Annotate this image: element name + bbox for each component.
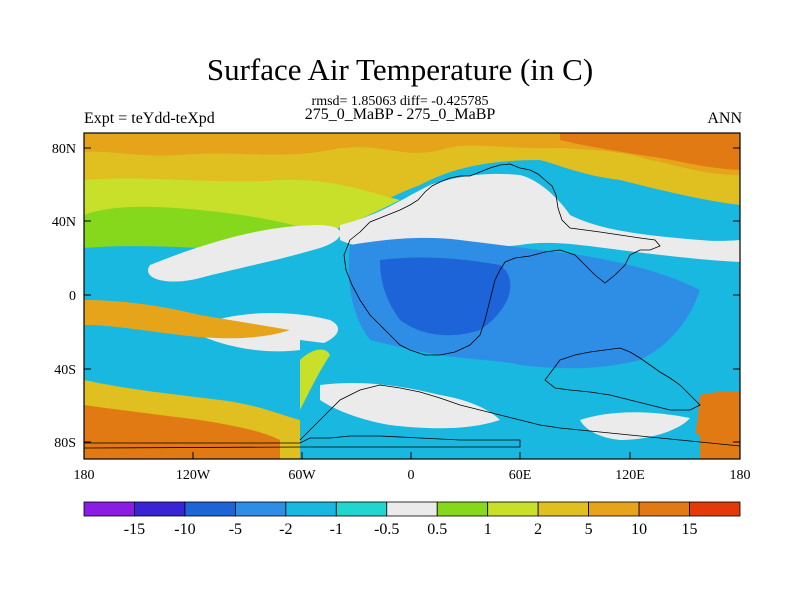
- colorbar-label: -1: [330, 521, 343, 538]
- field-continent-dark: [380, 257, 511, 336]
- colorbar-swatch: [285, 501, 337, 517]
- colorbar-swatch: [234, 501, 287, 517]
- colorbar-label: 2: [534, 521, 542, 538]
- experiment-label: Expt = teYdd-teXpd: [84, 110, 215, 127]
- colorbar-swatch: [386, 501, 438, 517]
- y-tick-label: 80N: [52, 142, 76, 157]
- continent-outline-island: [544, 347, 701, 411]
- colorbar-swatch: [537, 501, 590, 517]
- colorbar-labels: -15 -10 -5 -2 -1 -0.5 0.5 1 2 5 10 15: [124, 521, 698, 538]
- colorbar-label: -10: [174, 521, 195, 538]
- field-south-yellow: [300, 349, 330, 410]
- y-tick-label: 40S: [54, 363, 76, 378]
- axis-ticks: [83, 147, 741, 459]
- colorbar-label: -0.5: [374, 521, 399, 538]
- x-tick-label: 120E: [615, 468, 645, 483]
- season-label: ANN: [707, 110, 742, 127]
- colorbar-swatch: [436, 501, 489, 517]
- colorbar-label: 0.5: [427, 521, 447, 538]
- colorbar-swatch: [638, 501, 690, 517]
- colorbar: -15 -10 -5 -2 -1 -0.5 0.5 1 2 5 10 15: [83, 501, 741, 538]
- colorbar-swatch: [184, 501, 236, 517]
- x-tick-labels: 180 120W 60W 0 60E 120E 180: [74, 468, 751, 483]
- temperature-field: [84, 133, 740, 459]
- colorbar-label: -5: [229, 521, 242, 538]
- colorbar-boxes: [83, 501, 741, 517]
- field-tropical-yellow: [84, 300, 290, 339]
- map-frame: [83, 132, 741, 460]
- colorbar-swatch: [487, 501, 539, 517]
- y-tick-label: 80S: [54, 436, 76, 451]
- colorbar-swatch: [134, 501, 186, 517]
- rmsd-diff-subtitle: rmsd= 1.85063 diff= -0.425785: [311, 94, 489, 109]
- continent-outline-north: [343, 163, 661, 356]
- continent-outline-south: [299, 384, 741, 447]
- plot-title: Surface Air Temperature (in C): [206, 52, 594, 87]
- case-label: 275_0_MaBP - 275_0_MaBP: [304, 106, 496, 123]
- field-south-white: [320, 383, 500, 429]
- colorbar-label: 15: [682, 521, 698, 538]
- colorbar-swatch: [588, 501, 640, 517]
- y-tick-label: 40N: [52, 215, 76, 230]
- colorbar-label: 10: [631, 521, 647, 538]
- x-tick-label: 180: [74, 468, 95, 483]
- colorbar-swatch: [335, 501, 388, 517]
- x-tick-label: 0: [408, 468, 415, 483]
- colorbar-swatch: [689, 501, 741, 517]
- y-tick-label: 0: [69, 289, 76, 304]
- x-tick-label: 60E: [509, 468, 532, 483]
- continent-outline-antarctic: [83, 435, 521, 449]
- colorbar-label: -15: [124, 521, 145, 538]
- field-north-swirl: [148, 225, 341, 282]
- colorbar-label: 1: [484, 521, 492, 538]
- colorbar-label: 5: [585, 521, 593, 538]
- field-southern-dark-orange: [84, 405, 280, 459]
- x-tick-label: 180: [730, 468, 751, 483]
- colorbar-label: -2: [279, 521, 292, 538]
- y-tick-labels: 80N 40N 0 40S 80S: [52, 142, 76, 451]
- x-tick-label: 120W: [176, 468, 211, 483]
- x-tick-label: 60W: [288, 468, 316, 483]
- continent-outlines: [83, 163, 741, 449]
- field-north-dark-orange: [560, 133, 740, 170]
- colorbar-swatch: [83, 501, 135, 517]
